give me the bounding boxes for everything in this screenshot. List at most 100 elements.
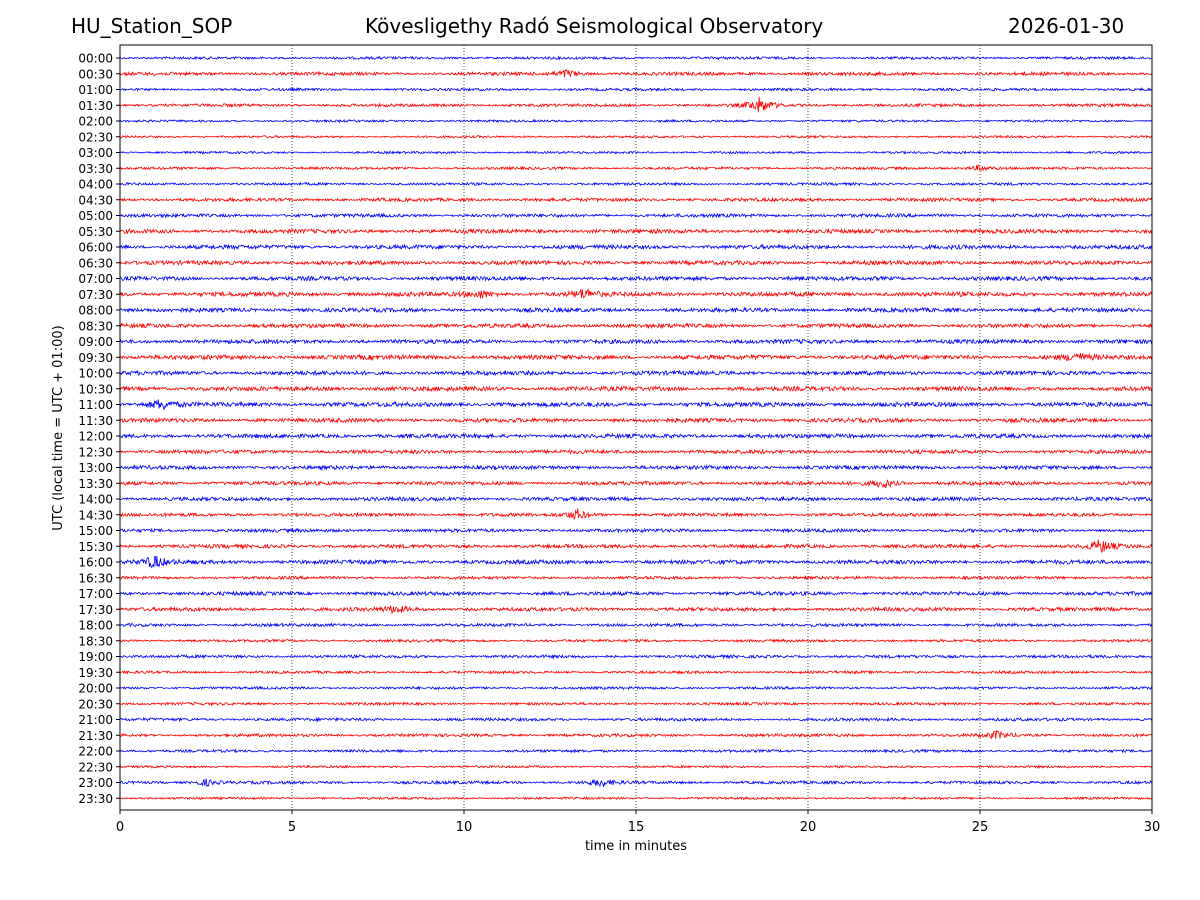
- trace-0730: [119, 288, 1153, 300]
- trace-1630: [120, 574, 1153, 581]
- y-tick-label: 08:00: [78, 304, 113, 318]
- x-tick-label: 25: [972, 820, 989, 835]
- x-tick-label: 20: [800, 820, 817, 835]
- trace-2030: [119, 701, 1153, 707]
- trace-1430: [119, 508, 1153, 520]
- trace-2230: [119, 764, 1152, 770]
- trace-0930: [119, 352, 1153, 362]
- y-tick-label: 14:00: [78, 493, 113, 507]
- y-tick-label: 12:00: [78, 430, 113, 444]
- y-tick-label: 05:30: [78, 225, 113, 239]
- trace-1330: [119, 479, 1153, 489]
- y-tick-label: 02:30: [78, 130, 113, 144]
- trace-0030: [119, 69, 1153, 78]
- trace-0800: [119, 306, 1152, 314]
- y-tick-label: 18:00: [78, 619, 113, 633]
- trace-1200: [119, 432, 1153, 440]
- trace-0230: [119, 134, 1153, 140]
- y-tick-label: 20:30: [78, 697, 113, 711]
- y-tick-label: 15:30: [78, 540, 113, 554]
- trace-0330: [119, 164, 1153, 172]
- trace-1130: [119, 416, 1153, 424]
- trace-2130: [119, 730, 1153, 740]
- station-name: HU_Station_SOP: [71, 14, 233, 38]
- y-tick-label: 12:30: [78, 445, 113, 459]
- trace-2330: [119, 795, 1153, 801]
- y-tick-label: 19:30: [78, 666, 113, 680]
- y-tick-label: 04:30: [78, 193, 113, 207]
- trace-2200: [119, 748, 1153, 754]
- y-tick-label: 17:00: [78, 587, 113, 601]
- trace-0500: [119, 212, 1153, 219]
- y-tick-label: 23:30: [78, 792, 113, 806]
- trace-0830: [119, 322, 1153, 330]
- trace-0300: [119, 150, 1153, 155]
- date-label: 2026-01-30: [1008, 14, 1125, 38]
- y-tick-label: 01:00: [78, 83, 113, 97]
- y-tick-label: 01:30: [78, 99, 113, 113]
- y-tick-label: 10:00: [78, 367, 113, 381]
- trace-0130: [119, 96, 1153, 113]
- trace-1530: [119, 539, 1153, 553]
- trace-0630: [119, 259, 1153, 267]
- trace-1600: [119, 555, 1153, 569]
- x-tick-label: 5: [288, 820, 296, 835]
- y-axis-label: UTC (local time = UTC + 01:00): [51, 325, 66, 530]
- trace-1500: [119, 527, 1153, 534]
- y-tick-label: 13:30: [78, 477, 113, 491]
- y-tick-label: 02:00: [78, 115, 113, 129]
- y-tick-label: 09:30: [78, 351, 113, 365]
- trace-1700: [119, 590, 1153, 597]
- y-tick-label: 18:30: [78, 634, 113, 648]
- y-tick-label: 16:30: [78, 571, 113, 585]
- y-tick-label: 05:00: [78, 209, 113, 223]
- y-tick-label: 19:00: [78, 650, 113, 664]
- trace-2000: [119, 685, 1153, 691]
- y-tick-label: 06:30: [78, 256, 113, 270]
- trace-1800: [119, 622, 1153, 628]
- trace-0200: [119, 118, 1153, 124]
- trace-0700: [119, 275, 1153, 282]
- y-tick-label: 08:30: [78, 319, 113, 333]
- y-tick-label: 17:30: [78, 603, 113, 617]
- y-tick-label: 20:00: [78, 682, 113, 696]
- trace-2100: [119, 716, 1153, 723]
- y-tick-label: 21:30: [78, 729, 113, 743]
- y-tick-label: 06:00: [78, 241, 113, 255]
- trace-1930: [119, 669, 1153, 675]
- trace-1300: [120, 464, 1153, 471]
- y-tick-label: 13:00: [78, 461, 113, 475]
- trace-0530: [119, 227, 1153, 235]
- y-tick-label: 22:30: [78, 760, 113, 774]
- y-tick-label: 04:00: [78, 178, 113, 192]
- grid-lines: [291, 45, 981, 810]
- trace-2300: [119, 778, 1153, 788]
- trace-1230: [119, 448, 1153, 455]
- trace-1400: [119, 495, 1153, 503]
- y-tick-label: 22:00: [78, 745, 113, 759]
- seismic-traces: [119, 55, 1153, 801]
- y-tick-label: 14:30: [78, 508, 113, 522]
- y-tick-label: 09:00: [78, 335, 113, 349]
- y-tick-label: 03:00: [78, 146, 113, 160]
- y-tick-label: 23:00: [78, 776, 113, 790]
- trace-1730: [119, 605, 1153, 615]
- trace-1000: [119, 369, 1153, 377]
- y-tick-label: 11:00: [78, 398, 113, 412]
- trace-0400: [119, 181, 1153, 187]
- x-tick-label: 30: [1144, 820, 1161, 835]
- trace-0100: [119, 87, 1153, 93]
- trace-1100: [119, 399, 1153, 411]
- y-tick-label: 15:00: [78, 524, 113, 538]
- trace-0600: [119, 243, 1153, 251]
- trace-0000: [119, 55, 1152, 61]
- x-tick-label: 0: [116, 820, 124, 835]
- trace-1830: [119, 638, 1153, 644]
- y-tick-label: 03:30: [78, 162, 113, 176]
- y-tick-label: 07:30: [78, 288, 113, 302]
- trace-1900: [119, 653, 1153, 660]
- x-tick-label: 10: [456, 820, 473, 835]
- x-axis-label: time in minutes: [585, 839, 687, 854]
